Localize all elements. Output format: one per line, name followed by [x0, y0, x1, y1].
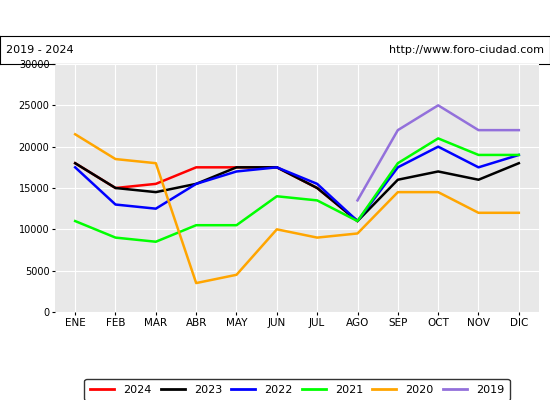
Text: 2019 - 2024: 2019 - 2024 — [6, 45, 73, 55]
Text: Evolucion Nº Turistas Nacionales en el municipio de San Sebastián de los Reyes: Evolucion Nº Turistas Nacionales en el m… — [0, 12, 550, 24]
Legend: 2024, 2023, 2022, 2021, 2020, 2019: 2024, 2023, 2022, 2021, 2020, 2019 — [84, 379, 510, 400]
Text: http://www.foro-ciudad.com: http://www.foro-ciudad.com — [389, 45, 544, 55]
